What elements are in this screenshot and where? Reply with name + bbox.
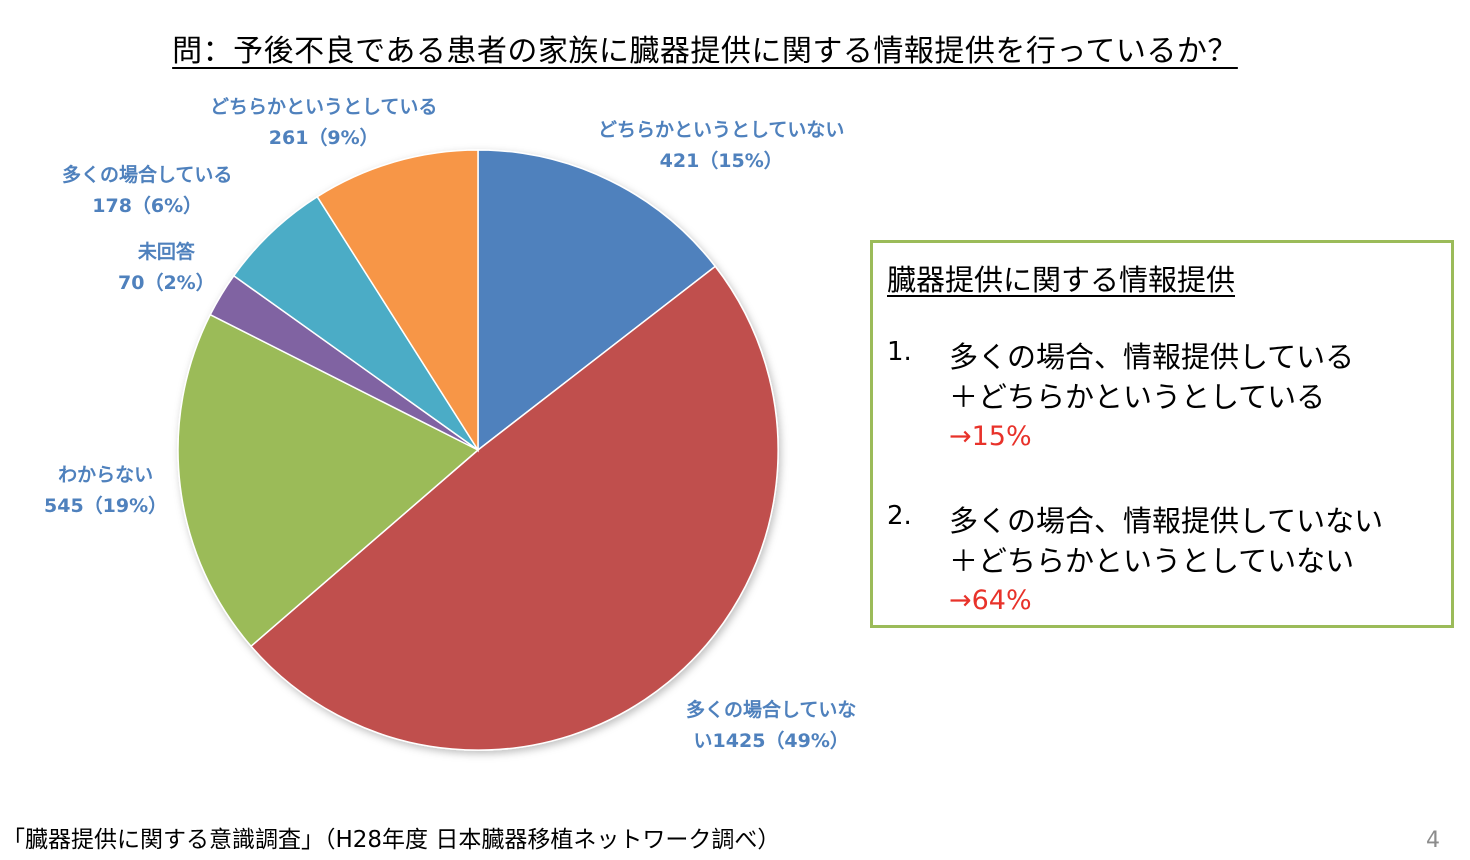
summary-item-1-text: 多くの場合、情報提供している ＋どちらかというとしている →15%: [949, 337, 1354, 457]
slice-label-somewhat-yes-name: どちらかというとしている: [210, 96, 438, 118]
slice-label-somewhat-not: どちらかというとしていない 421（15%）: [598, 115, 844, 177]
slice-label-mostly-not: 多くの場合していな い1425（49%）: [686, 695, 856, 757]
slice-mostly-not: [249, 265, 779, 751]
summary-heading: 臓器提供に関する情報提供: [887, 263, 1236, 297]
summary-item-2-line1: 多くの場合、情報提供していない: [949, 504, 1384, 538]
slice-label-unknown: わからない 545（19%）: [44, 460, 167, 522]
source-note: 「臓器提供に関する意識調査」（H28年度 日本臓器移植ネットワーク調べ）: [2, 827, 781, 853]
summary-item-1-line1: 多くの場合、情報提供している: [949, 340, 1355, 374]
slice-label-somewhat-yes-value: 261（9%）: [268, 127, 379, 149]
slice-somewhat-not: [477, 149, 717, 452]
summary-item-1-result: →15%: [949, 421, 1032, 452]
slice-label-somewhat-yes: どちらかというとしている 261（9%）: [210, 92, 437, 154]
summary-item-2-number: 2.: [887, 501, 912, 531]
slice-unknown: [177, 313, 480, 648]
page-title: 問：予後不良である患者の家族に臓器提供に関する情報提供を行っているか？: [0, 26, 1410, 70]
slice-label-unknown-name: わからない: [58, 464, 154, 486]
summary-item-2-text: 多くの場合、情報提供していない ＋どちらかというとしていない →64%: [949, 501, 1383, 621]
summary-item-1-number: 1.: [887, 337, 912, 367]
page-title-text: 問：予後不良である患者の家族に臓器提供に関する情報提供を行っているか？: [172, 34, 1238, 69]
slice-label-no-answer: 未回答 70（2%）: [118, 237, 215, 299]
summary-item-1-line2: ＋どちらかというとしている: [949, 380, 1326, 414]
slice-label-mostly-not-name: 多くの場合していな: [686, 699, 857, 721]
slice-label-mostly-yes: 多くの場合している 178（6%）: [62, 160, 232, 222]
slice-label-unknown-value: 545（19%）: [44, 495, 168, 517]
summary-item-2-result: →64%: [949, 585, 1032, 616]
slice-label-mostly-yes-value: 178（6%）: [92, 195, 203, 217]
slice-mostly-yes: [232, 195, 479, 451]
summary-box: 臓器提供に関する情報提供 1. 多くの場合、情報提供している ＋どちらかというと…: [870, 240, 1454, 628]
slice-label-somewhat-not-value: 421（15%）: [659, 150, 783, 172]
slice-somewhat-yes: [316, 149, 479, 453]
slice-label-mostly-yes-name: 多くの場合している: [62, 164, 233, 186]
page-number: 4: [1426, 828, 1440, 853]
slice-label-somewhat-not-name: どちらかというとしていない: [598, 119, 845, 141]
summary-item-2-line2: ＋どちらかというとしていない: [949, 544, 1355, 578]
slice-label-no-answer-name: 未回答: [137, 241, 195, 263]
slice-label-no-answer-value: 70（2%）: [118, 272, 215, 294]
slice-label-mostly-not-value: い1425（49%）: [693, 730, 849, 752]
